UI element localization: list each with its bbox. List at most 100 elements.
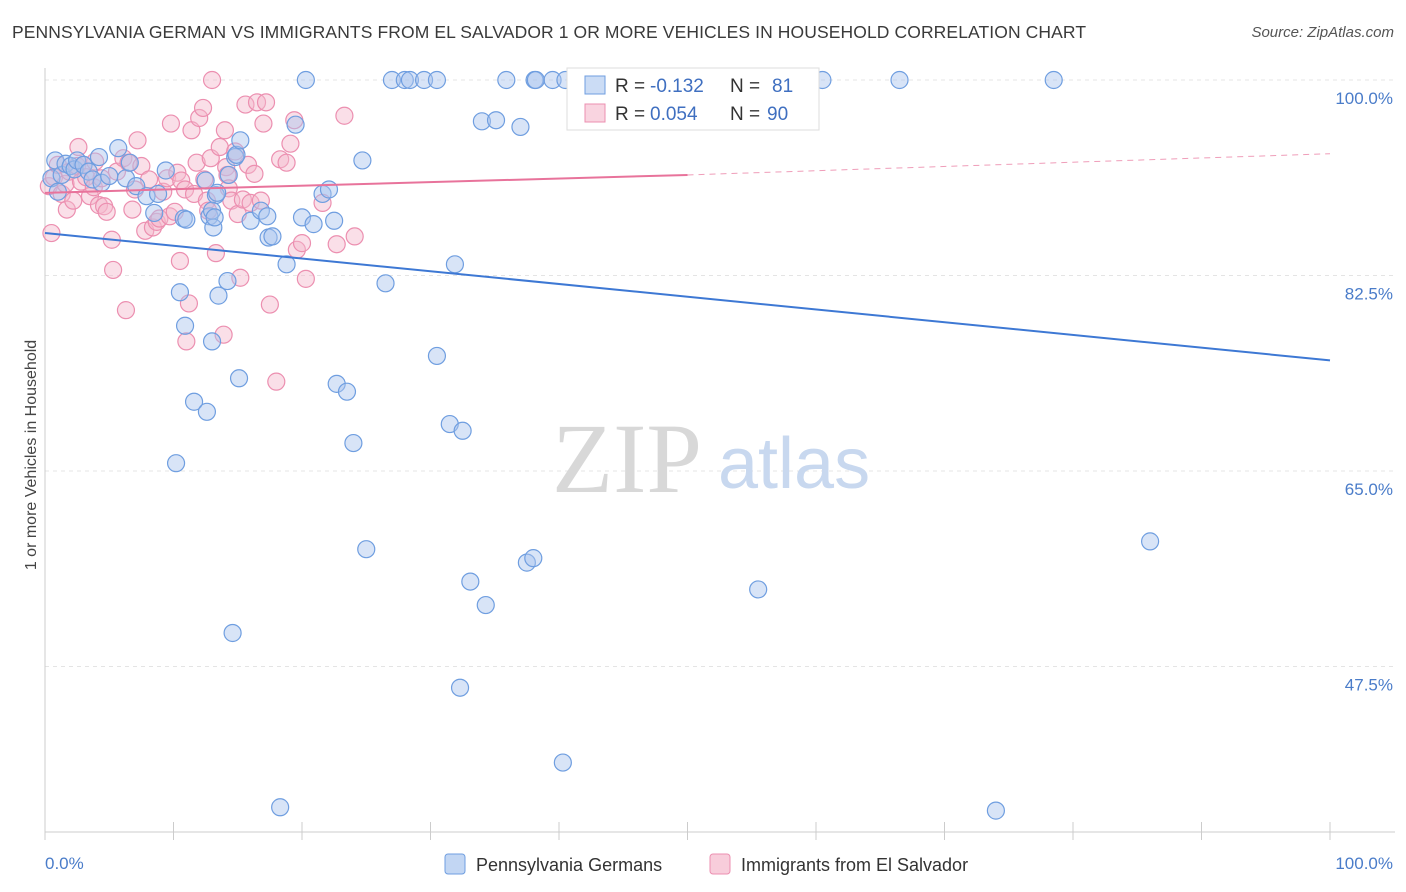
data-point-el-salvador [128, 131, 147, 150]
data-point-el-salvador [161, 114, 181, 133]
data-point-pennsylvania-germans [229, 369, 249, 388]
data-point-pennsylvania-germans [319, 180, 339, 199]
data-point-pennsylvania-germans [177, 210, 196, 229]
data-point-pennsylvania-germans [400, 70, 420, 90]
y-tick-label: 100.0% [1335, 89, 1393, 108]
series-legend: Pennsylvania Germans Immigrants from El … [444, 853, 968, 875]
y-tick-label: 47.5% [1345, 676, 1393, 695]
data-point-pennsylvania-germans [296, 70, 315, 90]
x-tick-label: 100.0% [1335, 854, 1393, 873]
data-point-pennsylvania-germans [292, 208, 312, 227]
data-point-pennsylvania-germans [497, 70, 516, 90]
data-point-el-salvador [254, 114, 273, 133]
data-point-pennsylvania-germans [231, 131, 250, 150]
x-tick-label: 0.0% [45, 854, 84, 873]
data-point-el-salvador [267, 372, 286, 391]
data-point-pennsylvania-germans [445, 255, 465, 274]
data-point-el-salvador [116, 301, 136, 320]
legend-blue-swatch [584, 75, 606, 95]
data-point-pennsylvania-germans [148, 184, 168, 204]
data-point-pennsylvania-germans [461, 572, 480, 591]
data-point-el-salvador [187, 153, 206, 172]
data-point-el-salvador [277, 153, 296, 172]
bottom-legend-label-blue: Pennsylvania Germans [476, 855, 662, 875]
data-point-pennsylvania-germans [749, 580, 768, 599]
data-point-pennsylvania-germans [271, 798, 290, 817]
data-point-pennsylvania-germans [472, 112, 491, 131]
data-point-pennsylvania-germans [175, 316, 195, 335]
legend-r-value-blue: -0.132 [650, 76, 704, 97]
watermark-atlas: atlas [718, 424, 870, 504]
data-point-pennsylvania-germans [223, 623, 242, 643]
data-point-pennsylvania-germans [120, 153, 139, 172]
data-point-el-salvador [199, 201, 218, 220]
data-point-pennsylvania-germans [1044, 70, 1063, 90]
data-point-pennsylvania-germans [524, 549, 543, 568]
data-point-el-salvador [206, 244, 226, 263]
data-point-pennsylvania-germans [202, 332, 222, 351]
data-point-pennsylvania-germans [156, 161, 175, 180]
data-point-pennsylvania-germans [450, 678, 470, 697]
data-point-pennsylvania-germans [511, 117, 530, 137]
data-point-pennsylvania-germans [209, 286, 228, 305]
data-point-pennsylvania-germans [166, 454, 186, 473]
data-point-pennsylvania-germans [1140, 532, 1160, 551]
data-point-pennsylvania-germans [197, 402, 217, 421]
data-point-el-salvador [57, 200, 76, 219]
data-point-pennsylvania-germans [353, 151, 372, 170]
data-point-pennsylvania-germans [218, 271, 237, 291]
data-point-el-salvador [193, 98, 213, 118]
data-point-el-salvador [292, 234, 312, 253]
data-point-pennsylvania-germans [427, 70, 447, 90]
data-point-el-salvador [281, 134, 300, 153]
data-point-pennsylvania-germans [89, 147, 109, 167]
legend-n-value-blue: 81 [772, 76, 793, 97]
data-point-el-salvador [335, 106, 354, 125]
y-tick-label: 82.5% [1345, 285, 1393, 304]
series-pennsylvania-germans-points [42, 70, 1160, 820]
data-point-pennsylvania-germans [344, 433, 363, 453]
data-point-pennsylvania-germans [543, 70, 562, 90]
data-point-el-salvador [251, 191, 270, 210]
data-point-el-salvador [245, 164, 264, 183]
data-point-pennsylvania-germans [170, 283, 190, 302]
data-point-pennsylvania-germans [357, 540, 376, 559]
data-point-pennsylvania-germans [325, 211, 344, 230]
data-point-el-salvador [296, 269, 315, 288]
data-point-pennsylvania-germans [219, 165, 238, 185]
data-point-pennsylvania-germans [376, 274, 395, 293]
legend-r-value-pink: 0.054 [650, 104, 698, 125]
data-point-el-salvador [64, 191, 83, 210]
data-point-el-salvador [210, 137, 229, 157]
data-point-pennsylvania-germans [526, 70, 545, 90]
watermark: ZIP atlas [552, 403, 870, 514]
data-point-el-salvador [132, 156, 151, 176]
data-point-el-salvador [327, 235, 346, 254]
data-point-el-salvador [170, 251, 190, 271]
trend-line-el-salvador [44, 173, 688, 194]
bottom-legend-blue-swatch [444, 853, 466, 875]
legend-n-label-blue: N = [730, 76, 760, 97]
data-point-pennsylvania-germans [427, 346, 447, 366]
y-axis-label: 1 or more Vehicles in Household [23, 340, 40, 570]
data-point-pennsylvania-germans [476, 595, 495, 615]
watermark-zip: ZIP [552, 403, 702, 514]
data-point-pennsylvania-germans [277, 255, 296, 274]
data-point-pennsylvania-germans [109, 139, 128, 158]
chart-source: Source: ZipAtlas.com [1251, 24, 1394, 41]
data-point-el-salvador [215, 121, 234, 140]
data-point-el-salvador [345, 227, 364, 246]
trend-line-el-salvador-extension [687, 153, 1331, 176]
data-point-pennsylvania-germans [890, 70, 909, 90]
data-point-el-salvador [104, 260, 123, 280]
trend-lines [44, 153, 1331, 362]
legend-pink-swatch [584, 103, 606, 123]
correlation-legend: R = -0.132 N = 81 R = 0.054 N = 90 [566, 67, 820, 131]
data-point-el-salvador [256, 93, 276, 112]
data-point-pennsylvania-germans [145, 203, 164, 223]
chart-title: PENNSYLVANIA GERMAN VS IMMIGRANTS FROM E… [12, 22, 1087, 42]
data-point-pennsylvania-germans [286, 115, 305, 134]
data-point-el-salvador [97, 202, 116, 221]
legend-n-label-pink: N = [730, 104, 760, 125]
